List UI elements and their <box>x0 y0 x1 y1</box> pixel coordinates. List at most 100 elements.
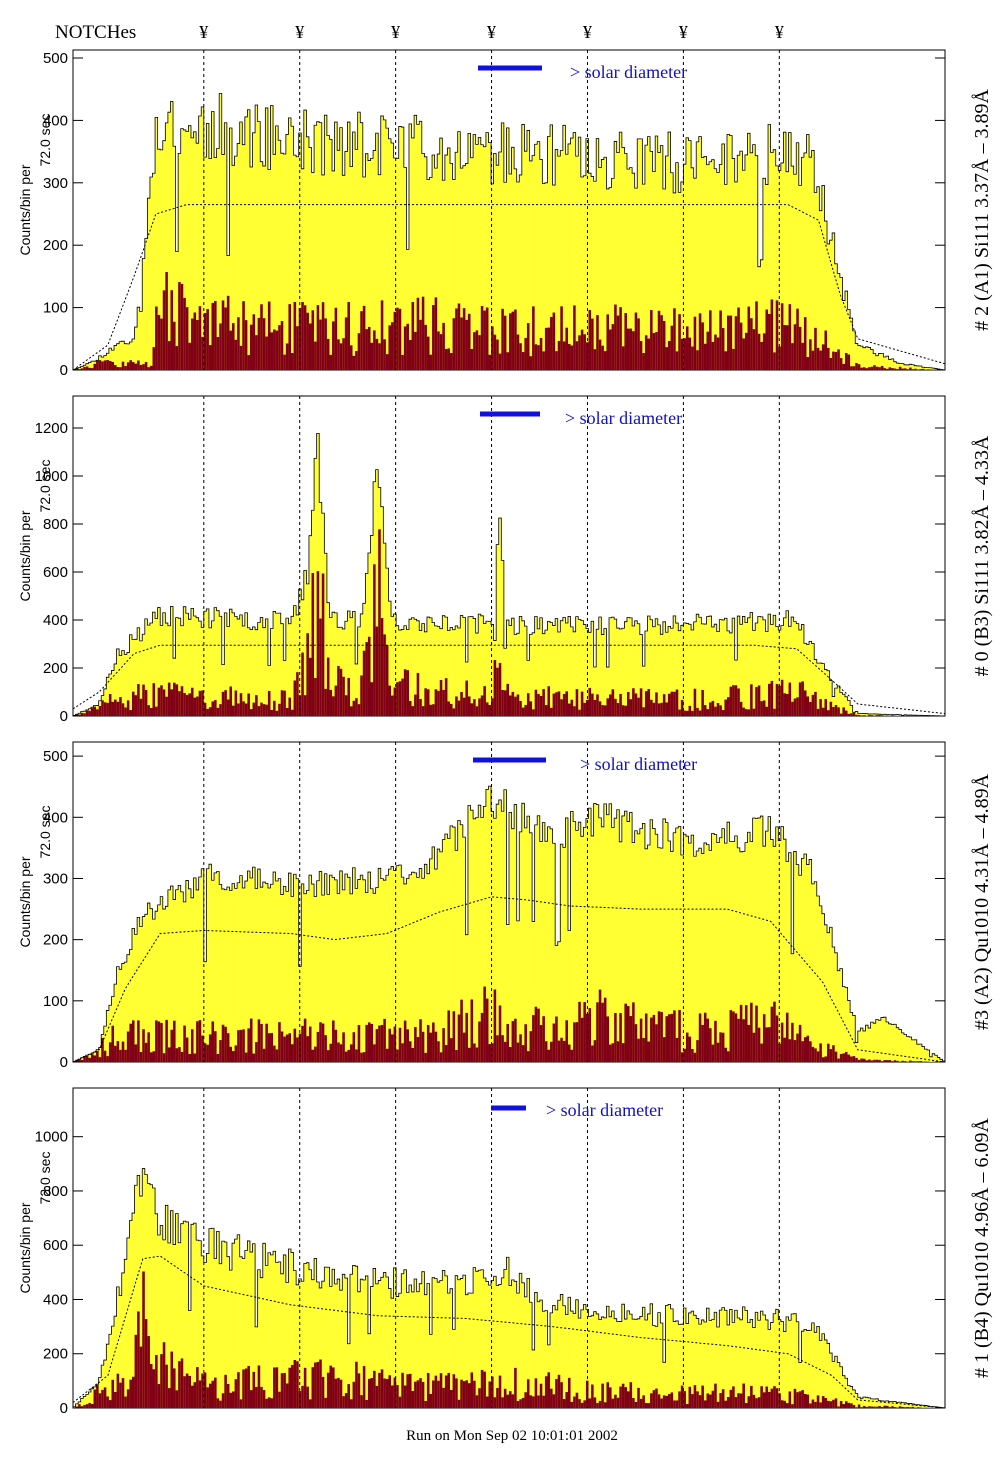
component-bin <box>655 332 659 370</box>
total-bin <box>714 1312 718 1408</box>
component-bin <box>537 693 541 716</box>
component-bin <box>278 703 282 716</box>
total-bin <box>911 715 915 716</box>
total-bin <box>573 821 577 1062</box>
total-bin <box>657 847 661 1062</box>
component-bin <box>601 1002 605 1062</box>
total-bin <box>339 1290 343 1408</box>
total-bin <box>501 811 505 1062</box>
total-bin <box>401 629 405 716</box>
component-bin <box>257 1019 261 1062</box>
total-bin <box>603 157 607 370</box>
component-bin <box>273 1045 276 1062</box>
total-bin <box>242 625 246 716</box>
component-bin <box>629 1016 633 1062</box>
component-bin <box>870 715 874 716</box>
component-bin <box>419 698 423 716</box>
total-bin <box>819 1340 823 1408</box>
total-bin <box>319 1287 323 1408</box>
component-bin <box>888 1407 892 1408</box>
total-bin <box>265 883 269 1062</box>
total-bin <box>180 625 184 716</box>
total-bin <box>293 155 297 370</box>
total-bin <box>696 850 700 1062</box>
component-bin <box>750 684 753 716</box>
total-bin <box>816 1326 820 1408</box>
component-bin <box>501 1035 505 1062</box>
total-bin <box>242 144 246 370</box>
total-bin <box>219 884 223 1062</box>
component-bin <box>103 702 107 716</box>
total-bin <box>383 543 387 716</box>
total-bin <box>247 109 251 370</box>
total-bin <box>939 1059 943 1062</box>
component-bin <box>760 1043 764 1062</box>
component-bin <box>626 1006 630 1062</box>
component-bin <box>375 1029 379 1062</box>
total-bin <box>131 928 135 1062</box>
notches-label: NOTCHes <box>55 22 136 43</box>
total-bin <box>729 632 733 716</box>
component-bin <box>90 1403 94 1408</box>
component-bin <box>821 1396 825 1408</box>
component-bin <box>519 700 523 716</box>
total-bin <box>393 1267 397 1408</box>
total-bin <box>498 799 502 1062</box>
component-bin <box>491 326 494 370</box>
total-bin <box>806 644 810 716</box>
total-bin <box>134 639 138 716</box>
component-bin <box>811 1046 815 1062</box>
total-bin <box>737 155 741 370</box>
component-bin <box>737 1018 741 1062</box>
component-bin <box>524 1024 528 1062</box>
component-bin <box>529 701 533 716</box>
total-bin <box>647 136 651 370</box>
total-bin <box>244 116 248 370</box>
total-bin <box>865 346 869 370</box>
component-bin <box>416 1036 420 1062</box>
total-bin <box>875 1019 879 1062</box>
total-bin <box>465 934 469 1062</box>
component-bin <box>691 346 694 370</box>
component-bin <box>80 1406 84 1408</box>
component-bin <box>539 1383 543 1408</box>
total-bin <box>785 861 789 1062</box>
total-bin <box>521 124 525 371</box>
component-bin <box>665 1016 669 1062</box>
component-bin <box>424 688 428 716</box>
total-bin <box>578 1318 582 1408</box>
component-bin <box>255 1042 258 1062</box>
total-bin <box>475 817 479 1062</box>
total-bin <box>493 818 497 1062</box>
total-bin <box>873 1398 877 1408</box>
total-bin <box>170 1210 174 1408</box>
total-bin <box>257 121 261 371</box>
component-bin <box>593 1040 597 1062</box>
component-bin <box>160 1022 164 1062</box>
component-bin <box>557 691 561 716</box>
total-bin <box>583 827 587 1062</box>
total-bin <box>668 1304 671 1408</box>
y-tick-label: 1000 <box>35 468 68 485</box>
component-bin <box>483 310 487 370</box>
total-bin <box>275 125 279 371</box>
y-tick-label: 200 <box>43 1346 68 1363</box>
component-bin <box>255 695 258 716</box>
total-bin <box>660 848 664 1062</box>
component-bin <box>567 703 571 716</box>
component-bin <box>473 332 476 370</box>
component-bin <box>196 1021 200 1062</box>
component-bin <box>642 707 646 716</box>
component-bin <box>862 715 866 716</box>
component-bin <box>234 339 238 370</box>
total-bin <box>565 1314 569 1408</box>
total-bin <box>439 1280 443 1408</box>
total-bin <box>385 875 389 1062</box>
total-bin <box>480 817 484 1062</box>
total-bin <box>160 625 164 716</box>
component-bin <box>388 325 392 370</box>
component-bin <box>619 693 623 716</box>
component-bin <box>347 1384 351 1408</box>
component-bin <box>575 1022 579 1062</box>
total-bin <box>555 618 559 716</box>
